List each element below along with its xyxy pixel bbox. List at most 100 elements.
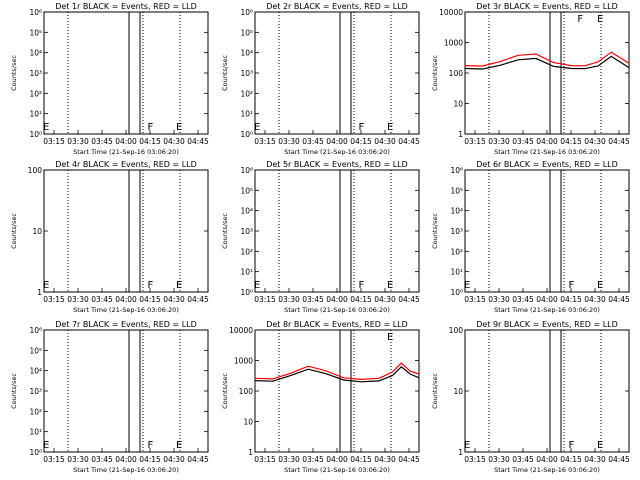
x-tick-label: 04:45	[608, 295, 630, 304]
y-tick-label: 1000	[444, 39, 463, 48]
y-tick-label: 100	[449, 326, 464, 335]
x-axis-label: Start Time (21-Sep-16 03:06:20)	[494, 306, 600, 314]
y-tick-label: 10⁶	[240, 166, 253, 175]
y-tick-label: 10⁴	[29, 367, 42, 376]
panel-title: Det 1r BLACK = Events, RED = LLD	[55, 2, 197, 11]
y-tick-label: 10⁵	[240, 186, 253, 195]
y-tick-label: 10²	[240, 89, 253, 98]
detector-panel-5: Det 5r BLACK = Events, RED = LLD 10⁶ 10⁵ 10…	[221, 160, 420, 314]
series-line-lld	[464, 51, 630, 67]
x-tick-label: 03:15	[43, 295, 65, 304]
y-axis-label: Counts/sec	[10, 213, 18, 249]
mode-marker: E	[254, 280, 260, 291]
mode-marker: E	[387, 122, 393, 133]
y-tick-label: 10⁴	[450, 207, 463, 216]
y-tick-label: 1	[458, 130, 463, 139]
series-line-events	[254, 365, 420, 383]
mode-marker: F	[147, 440, 153, 451]
x-tick-label: 03:45	[512, 295, 534, 304]
mode-marker: E	[387, 332, 393, 343]
detector-panel-4: Det 4r BLACK = Events, RED = LLD 100 10 1 Co…	[10, 160, 209, 314]
y-tick-label: 10⁶	[450, 166, 463, 175]
mode-marker: E	[176, 122, 182, 133]
x-tick-label: 04:15	[350, 137, 372, 146]
mode-marker: F	[568, 280, 574, 291]
y-tick-label: 10⁴	[240, 207, 253, 216]
x-axis-label: Start Time (21-Sep-16 03:06:20)	[284, 148, 390, 156]
x-axis-label: Start Time (21-Sep-16 03:06:20)	[284, 306, 390, 314]
x-tick-label: 04:00	[115, 455, 137, 464]
detector-panel-8: Det 8r BLACK = Events, RED = LLD10000100…	[221, 320, 420, 474]
plot-frame	[464, 11, 630, 135]
x-tick-label: 04:00	[326, 455, 348, 464]
y-tick-label: 10³	[240, 69, 253, 78]
y-tick-label: 10²	[29, 89, 42, 98]
series-line-events	[464, 55, 630, 70]
mode-marker: F	[147, 280, 153, 291]
y-tick-label: 10³	[450, 227, 463, 236]
y-tick-label: 100	[239, 387, 254, 396]
y-tick-label: 10⁰	[450, 288, 463, 297]
y-tick-label: 10⁵	[29, 346, 42, 355]
y-tick-label: 10	[453, 100, 463, 109]
y-tick-label: 1	[458, 448, 463, 457]
x-tick-label: 03:15	[254, 137, 276, 146]
x-tick-label: 04:30	[584, 137, 606, 146]
x-tick-label: 04:15	[560, 295, 582, 304]
mode-marker: E	[43, 440, 49, 451]
mode-marker: E	[464, 440, 470, 451]
y-tick-label: 10⁰	[240, 130, 253, 139]
x-tick-label: 03:15	[43, 455, 65, 464]
y-tick-label: 10⁰	[240, 288, 253, 297]
y-tick-label: 10¹	[240, 110, 253, 119]
panel-title: Det 2r BLACK = Events, RED = LLD	[266, 2, 408, 11]
x-axis-label: Start Time (21-Sep-16 03:06:20)	[284, 466, 390, 474]
x-tick-label: 04:00	[115, 137, 137, 146]
y-tick-label: 10⁶	[29, 8, 42, 17]
x-tick-label: 03:45	[91, 455, 113, 464]
x-tick-label: 03:15	[43, 137, 65, 146]
x-tick-label: 04:15	[350, 455, 372, 464]
x-tick-label: 04:30	[374, 455, 396, 464]
panel-title: Det 4r BLACK = Events, RED = LLD	[55, 160, 197, 169]
y-tick-label: 1000	[234, 357, 253, 366]
x-tick-label: 03:15	[464, 455, 486, 464]
x-tick-label: 03:30	[67, 295, 89, 304]
mode-marker: F	[577, 14, 583, 25]
mode-marker: E	[43, 122, 49, 133]
x-tick-label: 04:45	[398, 295, 420, 304]
y-tick-label: 10⁰	[29, 448, 42, 457]
detector-panel-7: Det 7r BLACK = Events, RED = LLD 10⁶ 10⁵ 10…	[10, 320, 209, 474]
series-line-lld	[254, 362, 420, 381]
x-tick-label: 04:45	[608, 455, 630, 464]
y-tick-label: 10⁶	[240, 8, 253, 17]
detector-panel-6: Det 6r BLACK = Events, RED = LLD 10⁶ 10⁵ 10…	[431, 160, 630, 314]
mode-marker: F	[358, 122, 364, 133]
mode-marker: E	[597, 14, 603, 25]
x-tick-label: 03:30	[67, 455, 89, 464]
y-tick-label: 100	[449, 69, 464, 78]
x-axis-label: Start Time (21-Sep-16 03:06:20)	[494, 148, 600, 156]
x-tick-label: 03:30	[488, 295, 510, 304]
x-tick-label: 04:15	[350, 295, 372, 304]
y-tick-label: 10³	[240, 227, 253, 236]
x-tick-label: 04:15	[139, 137, 161, 146]
plot-frame	[464, 329, 630, 453]
mode-marker: E	[464, 280, 470, 291]
detector-panel-1: Det 1r BLACK = Events, RED = LLD 10⁶ 10⁵ 10…	[10, 2, 209, 156]
x-tick-label: 04:45	[187, 137, 209, 146]
x-tick-label: 04:00	[115, 295, 137, 304]
mode-marker: E	[387, 280, 393, 291]
y-axis-label: Counts/sec	[221, 55, 229, 91]
x-tick-label: 03:45	[302, 137, 324, 146]
y-tick-label: 10²	[450, 247, 463, 256]
x-tick-label: 03:30	[67, 137, 89, 146]
x-tick-label: 03:45	[512, 455, 534, 464]
mode-marker: E	[176, 280, 182, 291]
plot-frame	[254, 169, 420, 293]
plot-frame	[43, 169, 209, 293]
y-tick-label: 10³	[29, 69, 42, 78]
x-axis-label: Start Time (21-Sep-16 03:06:20)	[73, 306, 179, 314]
y-tick-label: 10	[32, 227, 42, 236]
